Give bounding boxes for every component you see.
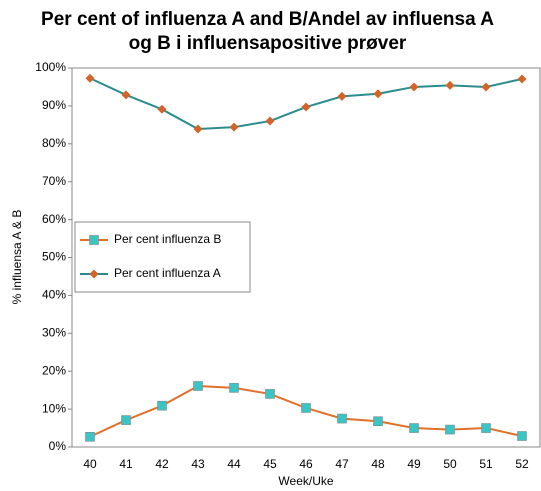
- legend-label: Per cent influenza A: [114, 266, 221, 280]
- data-point: [85, 431, 95, 442]
- data-point: [157, 400, 167, 411]
- data-point: [301, 403, 311, 413]
- data-point: [121, 90, 131, 100]
- y-tick-label: 70%: [42, 174, 66, 188]
- y-tick-label: 50%: [42, 250, 66, 264]
- x-tick-label: 52: [515, 457, 529, 471]
- legend-box: [74, 221, 251, 293]
- data-point: [481, 82, 491, 92]
- data-point: [193, 381, 203, 391]
- data-point: [409, 82, 419, 92]
- data-point: [517, 74, 527, 84]
- data-point: [445, 80, 455, 90]
- x-tick-label: 48: [371, 457, 385, 471]
- x-tick-label: 45: [263, 457, 277, 471]
- data-point: [193, 124, 203, 134]
- data-point: [337, 91, 347, 101]
- y-tick-label: 80%: [42, 136, 66, 150]
- data-point: [265, 116, 275, 126]
- data-point: [265, 389, 275, 399]
- data-point: [337, 413, 347, 424]
- data-point: [517, 431, 527, 441]
- data-point: [409, 423, 419, 433]
- x-tick-label: 46: [299, 457, 313, 471]
- legend-label: Per cent influenza B: [114, 232, 221, 246]
- x-tick-label: 44: [227, 457, 241, 471]
- y-tick-label: 90%: [42, 98, 66, 112]
- y-tick-label: 20%: [42, 363, 66, 377]
- x-tick-label: 42: [155, 457, 169, 471]
- data-point: [157, 104, 167, 114]
- x-tick-label: 47: [335, 457, 349, 471]
- data-point: [373, 416, 383, 427]
- data-point: [121, 415, 131, 425]
- y-tick-label: 60%: [42, 212, 66, 226]
- legend-marker: [89, 235, 99, 245]
- data-point: [481, 423, 491, 433]
- y-tick-label: 40%: [42, 288, 66, 302]
- data-point: [85, 73, 95, 83]
- legend-marker: [89, 269, 99, 279]
- y-tick-label: 0%: [49, 439, 67, 453]
- y-axis-label: % influensa A & B: [10, 210, 24, 305]
- data-point: [373, 89, 383, 99]
- x-tick-label: 40: [83, 457, 97, 471]
- data-point: [229, 383, 239, 393]
- data-point: [445, 424, 455, 435]
- x-axis-label: Week/Uke: [278, 474, 333, 488]
- x-tick-label: 51: [479, 457, 493, 471]
- x-tick-label: 50: [443, 457, 457, 471]
- chart-title: Per cent of influenza A and B/Andel av i…: [41, 9, 494, 54]
- data-point: [229, 122, 239, 132]
- x-tick-label: 41: [119, 457, 133, 471]
- y-tick-label: 10%: [42, 401, 66, 415]
- data-point: [301, 102, 311, 112]
- x-tick-label: 43: [191, 457, 205, 471]
- y-tick-label: 30%: [42, 325, 66, 339]
- y-tick-label: 100%: [35, 60, 66, 74]
- x-tick-label: 49: [407, 457, 421, 471]
